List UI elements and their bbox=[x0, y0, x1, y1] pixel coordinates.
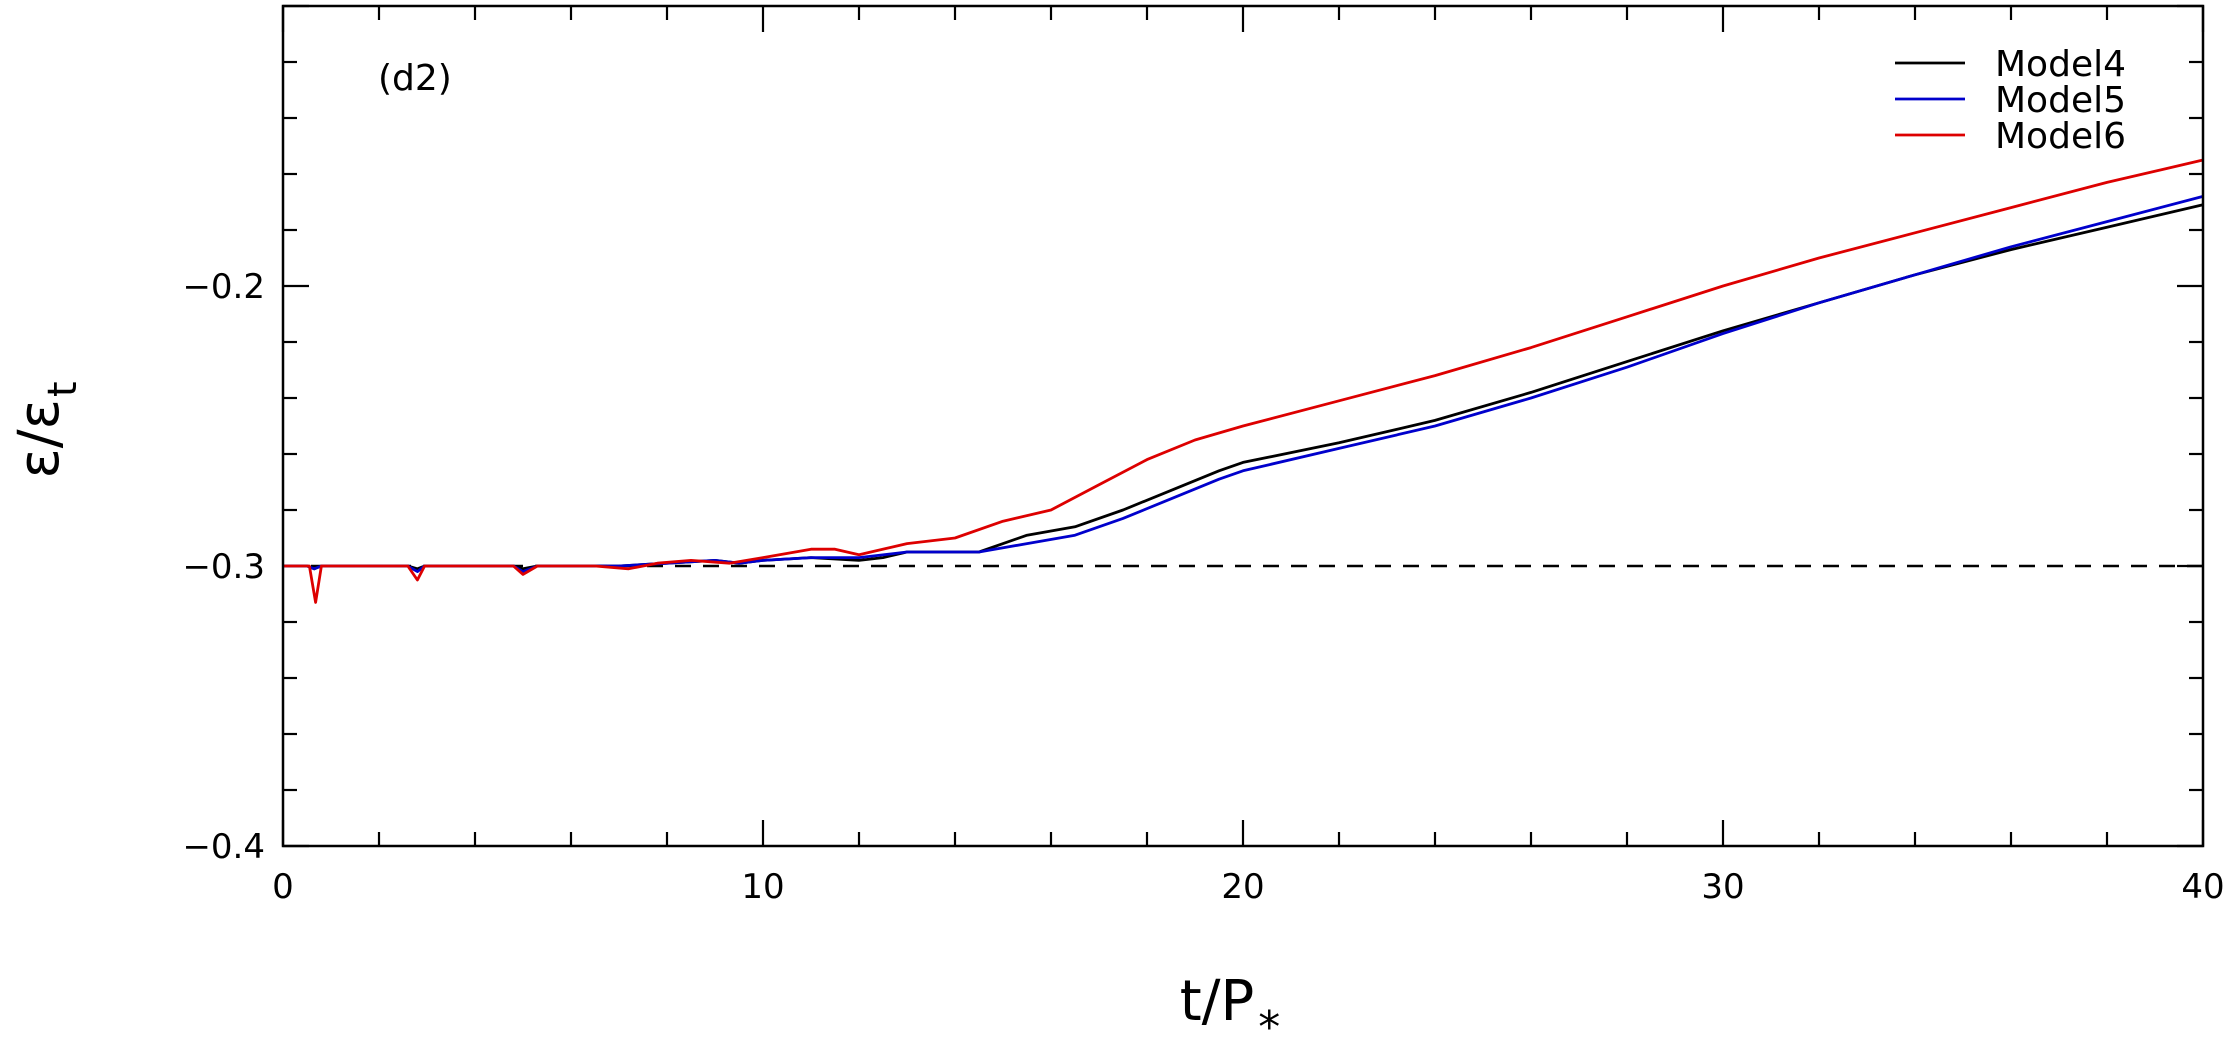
series-lines bbox=[283, 158, 2204, 604]
y-axis-title-main: ε/ε bbox=[7, 399, 72, 478]
x-tick-label: 20 bbox=[1221, 867, 1264, 907]
x-axis-title-sub: * bbox=[1258, 1002, 1280, 1038]
series-line-model5 bbox=[283, 195, 2204, 573]
y-tick-label: −0.2 bbox=[182, 267, 265, 307]
x-axis-title: t/P* bbox=[1180, 969, 1281, 1038]
axis-ticks bbox=[281, 4, 2205, 848]
plot-frame bbox=[281, 4, 2205, 848]
legend-label: Model6 bbox=[1995, 116, 2126, 157]
x-axis-title-main: t/P bbox=[1180, 969, 1255, 1034]
panel-label: (d2) bbox=[378, 58, 452, 99]
y-tick-label: −0.3 bbox=[182, 547, 265, 587]
y-tick-label: −0.4 bbox=[182, 827, 265, 867]
tick-labels: 0 10 20 30 40 −0.4 −0.3 −0.2 bbox=[182, 267, 2224, 907]
y-axis-title-sub: t bbox=[40, 381, 86, 397]
x-tick-label: 40 bbox=[2181, 867, 2224, 907]
series-line-model6 bbox=[283, 158, 2204, 604]
x-tick-label: 0 bbox=[272, 867, 294, 907]
legend-label: Model4 bbox=[1995, 44, 2126, 85]
series-line-model4 bbox=[283, 203, 2204, 571]
legend-label: Model5 bbox=[1995, 80, 2126, 121]
x-tick-label: 30 bbox=[1701, 867, 1744, 907]
y-axis-title: ε/ε t bbox=[7, 381, 86, 478]
x-tick-label: 10 bbox=[741, 867, 784, 907]
